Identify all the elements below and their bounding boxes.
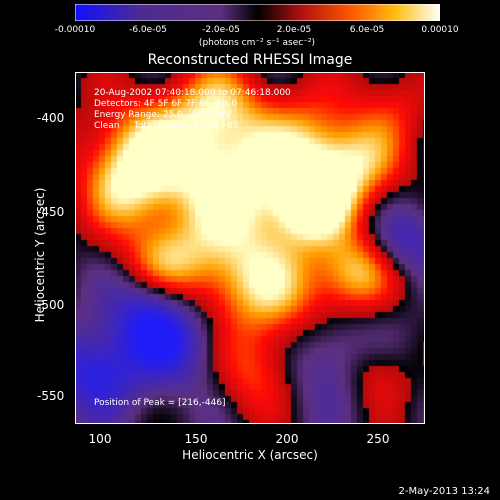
plot-title: Reconstructed RHESSI Image <box>147 52 353 68</box>
x-tick-label: 200 <box>275 432 299 446</box>
info-time-range: 20-Aug-2002 07:40:18.000 to 07:46:18.000 <box>94 88 291 98</box>
colorbar-tick-label: -2.0e-05 <box>202 25 240 35</box>
info-detectors: Detectors: 4F 5F 6F 7F 8F, Att 0 <box>94 99 238 109</box>
colorbar-tick-label: 2.0e-05 <box>276 25 312 35</box>
colorbar-tick-label: -0.00010 <box>54 25 96 35</box>
peak-position-text: Position of Peak = [216,-446] <box>94 398 226 408</box>
colorbar-tick-label: 0.00010 <box>421 25 459 35</box>
rhessi-image <box>75 72 425 424</box>
image-plot <box>75 72 425 424</box>
x-axis-title: Heliocentric X (arcsec) <box>182 448 318 462</box>
x-tick-label: 100 <box>88 432 112 446</box>
x-tick-label: 150 <box>184 432 208 446</box>
y-tick-label: -450 <box>37 205 65 219</box>
y-tick-label: -550 <box>37 389 65 403</box>
colorbar-tick-label: 6.0e-05 <box>349 25 385 35</box>
info-energy-range: Energy Range: 25.0 - 50.0 keV <box>94 110 232 120</box>
y-tick-label: -400 <box>37 111 65 125</box>
colorbar-tick-label: -6.0e-05 <box>129 25 167 35</box>
y-axis-title: Heliocentric Y (arcsec) <box>33 187 47 323</box>
colorbar <box>75 4 440 21</box>
colorbar-units: (photons cm⁻² s⁻¹ asec⁻²) <box>198 38 316 48</box>
x-tick-label: 250 <box>366 432 390 446</box>
plot-frame <box>75 72 425 424</box>
info-box: 20-Aug-2002 07:40:18.000 to 07:46:18.000… <box>94 88 291 132</box>
info-clean-counts: Clean Total counts: 4.20E+03 <box>94 121 239 131</box>
footer-date: 2-May-2013 13:24 <box>398 486 490 497</box>
y-tick-label: -500 <box>37 298 65 312</box>
